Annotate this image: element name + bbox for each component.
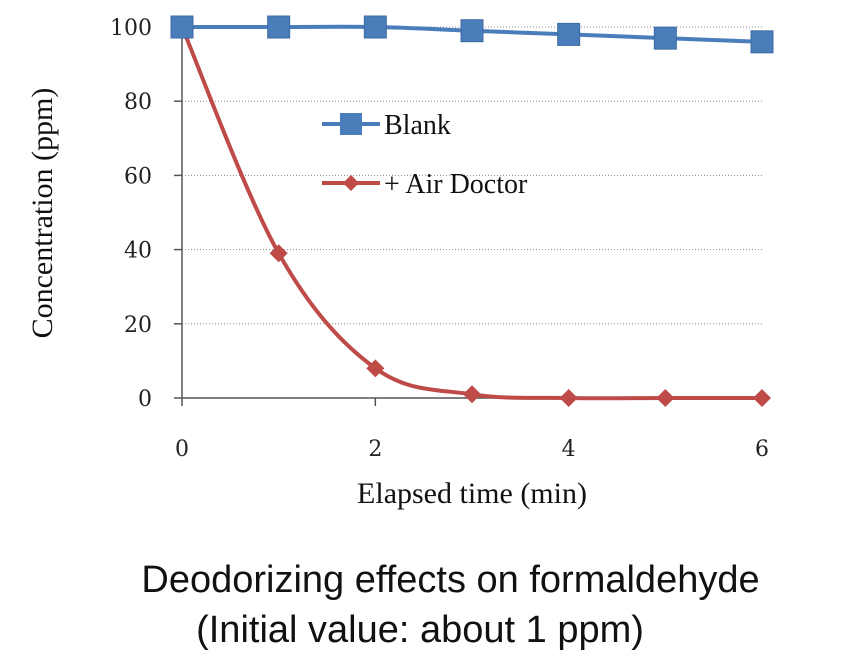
y-tick-label: 0 [138,387,152,412]
axes [181,22,764,406]
x-tick-labels: 0 2 4 6 [175,437,769,462]
data-point [366,359,385,378]
chart-title: Deodorizing effects on formaldehyde [141,559,760,601]
data-point [557,22,581,46]
data-point [170,15,194,39]
data-point [463,385,481,404]
x-axis-label: Elapsed time (min) [357,477,587,510]
legend-item: Blank [322,110,451,141]
y-tick-label: 40 [124,239,152,264]
y-tick-label: 80 [124,90,152,115]
legend-marker [340,113,362,135]
legend: Blank + Air Doctor [322,110,528,200]
chart: 0 20 40 60 80 100 0 2 4 6 Blank + Air Doctor Elap… [26,15,774,510]
data-point [269,244,288,263]
series-line [180,26,762,401]
chart-subtitle: (Initial value: about 1 ppm) [196,609,644,651]
y-tick-label: 100 [110,16,152,41]
y-axis-label: Concentration (ppm) [26,88,59,339]
legend-item: + Air Doctor [322,169,528,200]
y-tick-label: 60 [124,164,152,189]
data-point [653,26,677,50]
data-point [656,389,675,407]
data-point [753,389,771,407]
legend-label: + Air Doctor [384,169,528,200]
y-tick-labels: 0 20 40 60 80 100 [110,16,152,412]
series-blank [170,15,774,54]
y-tick-label: 20 [124,313,152,338]
data-point [559,389,578,407]
gridlines [174,26,762,399]
data-point [750,30,774,54]
series-group [170,15,774,407]
legend-label: Blank [384,110,451,141]
x-tick-label: 0 [175,437,189,462]
data-point [460,19,484,43]
series-air-doctor [173,18,771,407]
data-point [267,15,291,39]
legend-marker [343,175,359,191]
x-tick-label: 2 [368,437,382,462]
data-point [363,15,387,39]
x-tick-label: 6 [755,437,769,462]
x-tick-label: 4 [562,437,576,462]
